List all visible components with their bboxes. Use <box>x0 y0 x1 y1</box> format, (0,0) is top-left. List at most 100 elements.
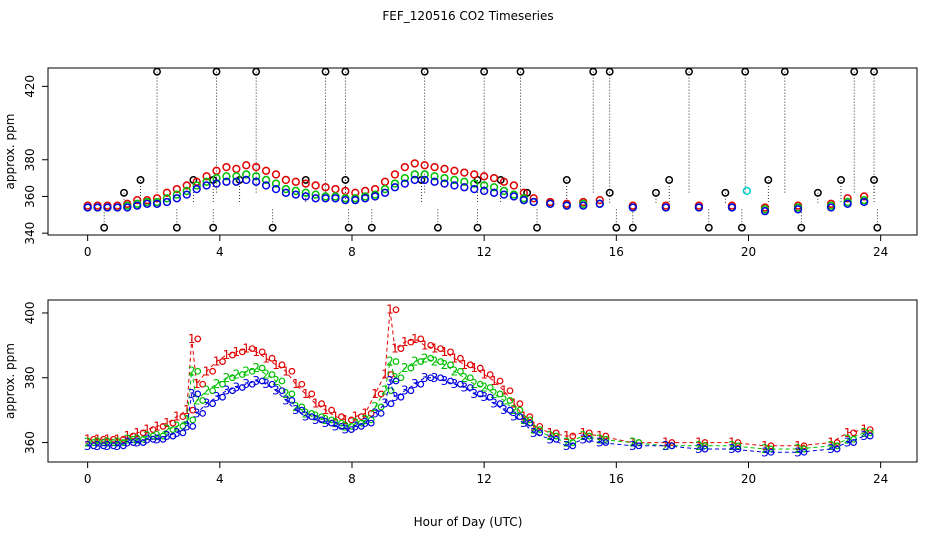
outlier-point <box>652 188 660 197</box>
series-point <box>133 195 142 205</box>
series-point: 3 <box>143 432 151 446</box>
series-point <box>162 197 172 207</box>
series-point <box>100 442 107 450</box>
series-point: 3 <box>563 439 571 453</box>
series-point <box>357 422 365 430</box>
series-point: 1 <box>188 332 196 346</box>
series-point: 3 <box>252 374 260 388</box>
series-point <box>486 384 494 391</box>
series-point: 3 <box>510 410 518 424</box>
series-point <box>506 406 514 414</box>
series-point: 1 <box>451 351 459 365</box>
series-point <box>417 358 425 365</box>
outlier-point <box>562 175 571 184</box>
series-point <box>113 203 122 212</box>
series-point: 1 <box>361 406 369 420</box>
series-point: 1 <box>431 342 439 356</box>
series-point <box>410 175 419 185</box>
series-point <box>579 201 588 210</box>
series-point: 2 <box>223 371 231 385</box>
series-point <box>159 435 167 443</box>
series-point: 1 <box>662 436 670 450</box>
series-point <box>301 179 310 188</box>
series-point: 3 <box>470 387 478 401</box>
series-point <box>298 406 306 414</box>
series-point: 1 <box>728 436 736 450</box>
series-point <box>392 306 400 314</box>
x-tick-label: 0 <box>84 472 92 486</box>
series-point: 2 <box>153 429 161 443</box>
x-tick-label: 0 <box>84 245 92 259</box>
series-point <box>248 345 256 353</box>
series-point: 2 <box>827 439 835 453</box>
series-point <box>298 380 306 388</box>
series-point: 3 <box>203 397 211 411</box>
series-point: 3 <box>490 397 498 411</box>
series-point <box>288 367 296 375</box>
series-point <box>268 380 276 388</box>
series-point <box>447 377 454 385</box>
series-point <box>271 170 281 179</box>
series-point: 1 <box>391 342 399 356</box>
series-point <box>866 429 874 437</box>
series-point <box>407 364 415 372</box>
series-point <box>506 397 514 404</box>
series-point: 3 <box>163 429 171 443</box>
outlier-point <box>420 67 429 76</box>
series-point: 2 <box>262 368 270 382</box>
series-point <box>199 397 207 404</box>
series-point <box>843 194 852 203</box>
series-point <box>258 364 266 372</box>
series-point <box>169 419 177 427</box>
series-point: 1 <box>500 384 508 398</box>
series-point <box>341 186 350 196</box>
flag-point <box>742 186 751 196</box>
series-point <box>661 203 671 212</box>
series-point: 2 <box>431 355 439 369</box>
outlier-point <box>665 175 674 184</box>
series-point <box>288 390 296 398</box>
y-axis-label: approx. ppm <box>3 114 17 190</box>
series-point <box>377 403 385 411</box>
series-point <box>562 201 571 210</box>
series-point: 3 <box>302 410 310 424</box>
series-point <box>519 195 528 205</box>
series-point <box>417 380 425 388</box>
series-point: 2 <box>728 439 736 453</box>
series-point: 1 <box>233 345 241 359</box>
series-point <box>826 203 836 212</box>
series-point: 2 <box>510 403 518 417</box>
series-point: 3 <box>188 387 196 401</box>
series-point <box>552 435 560 443</box>
series-point: 1 <box>322 403 330 417</box>
y-tick-label: 380 <box>23 366 37 389</box>
series-point <box>182 181 191 190</box>
outlier-point <box>153 67 161 76</box>
outlier-point <box>605 188 614 197</box>
series-point <box>760 206 770 216</box>
series-point <box>470 184 479 194</box>
series-point <box>516 400 524 408</box>
series-point <box>430 177 439 186</box>
series-point <box>701 445 709 453</box>
series-point: 2 <box>381 384 389 398</box>
series-point: 1 <box>695 436 703 450</box>
series-point <box>219 393 226 401</box>
series-point <box>291 186 300 196</box>
series-point <box>258 377 266 385</box>
outlier-point <box>873 223 882 232</box>
series-point <box>238 371 246 378</box>
outlier-point <box>737 223 746 232</box>
series-point <box>489 173 499 183</box>
series-point: 1 <box>421 338 429 352</box>
outlier-point <box>301 175 310 184</box>
top-panel: 0 4 8 12 16 20 24 340 360 380 420 approx. ppm <box>3 67 918 259</box>
series-point <box>308 413 316 421</box>
series-point: 1 <box>133 426 141 440</box>
series-point <box>248 367 256 375</box>
series-point: 2 <box>233 368 241 382</box>
series-point: 2 <box>461 371 469 385</box>
series-point: 3 <box>546 432 554 446</box>
series-point <box>308 390 316 398</box>
series-point: 1 <box>579 426 587 440</box>
